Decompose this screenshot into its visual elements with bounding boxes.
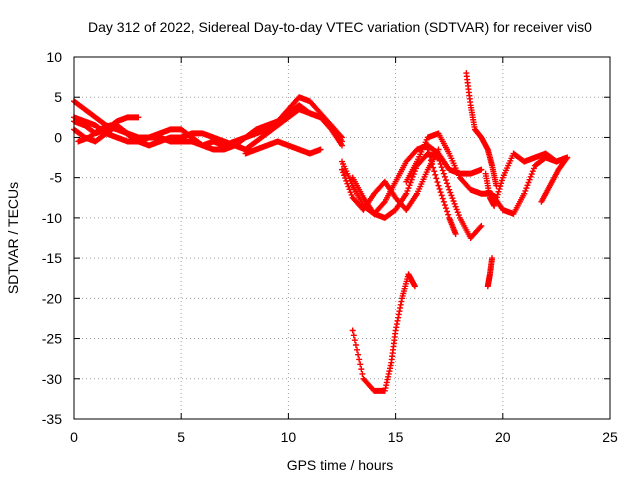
data-point [242, 138, 324, 157]
y-axis-label: SDTVAR / TECUs [5, 182, 21, 294]
x-tick-label: 25 [602, 429, 618, 445]
data-point [538, 154, 571, 205]
series-track-m [482, 150, 571, 209]
data-point [463, 70, 500, 189]
x-tick-label: 5 [177, 429, 185, 445]
series-track-l [463, 70, 500, 189]
x-tick-label: 15 [388, 429, 404, 445]
chart-title: Day 312 of 2022, Sidereal Day-to-day VTE… [88, 19, 592, 35]
data-point [349, 150, 485, 241]
y-tick-label: -20 [42, 290, 62, 306]
series-track-p [349, 271, 418, 394]
plot-frame [73, 56, 611, 420]
y-tick-label: -5 [50, 170, 63, 186]
y-tick-label: 5 [54, 89, 62, 105]
series-track-f [242, 138, 324, 157]
data-point [339, 146, 442, 213]
data-point [482, 150, 571, 209]
y-tick-label: -25 [42, 331, 62, 347]
data-series [71, 70, 571, 394]
series-track-o [538, 154, 571, 205]
data-point [484, 255, 496, 290]
data-point [349, 271, 418, 394]
x-axis-label: GPS time / hours [287, 457, 394, 473]
grid-lines [74, 57, 610, 419]
y-tick-label: 10 [46, 49, 62, 65]
y-tick-label: -10 [42, 210, 62, 226]
y-tick-label: -15 [42, 250, 62, 266]
series-track-k [424, 146, 459, 237]
x-tick-label: 0 [70, 429, 78, 445]
series-track-e [75, 122, 135, 145]
series-track-h [339, 146, 442, 213]
axis-ticks: 0 5 10 15 20 25 10 5 0 -5 -10 -15 -20 -25 -30 -35 [42, 49, 618, 445]
series-track-n [484, 255, 496, 290]
series-track-i [349, 150, 485, 241]
x-tick-label: 20 [495, 429, 511, 445]
x-tick-label: 10 [281, 429, 297, 445]
y-tick-label: -30 [42, 371, 62, 387]
y-tick-label: 0 [54, 129, 62, 145]
data-point [75, 122, 135, 145]
data-point [424, 146, 459, 237]
y-tick-label: -35 [42, 411, 62, 427]
